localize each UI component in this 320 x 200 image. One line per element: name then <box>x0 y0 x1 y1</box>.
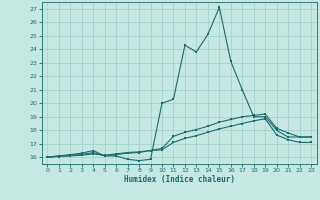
X-axis label: Humidex (Indice chaleur): Humidex (Indice chaleur) <box>124 175 235 184</box>
